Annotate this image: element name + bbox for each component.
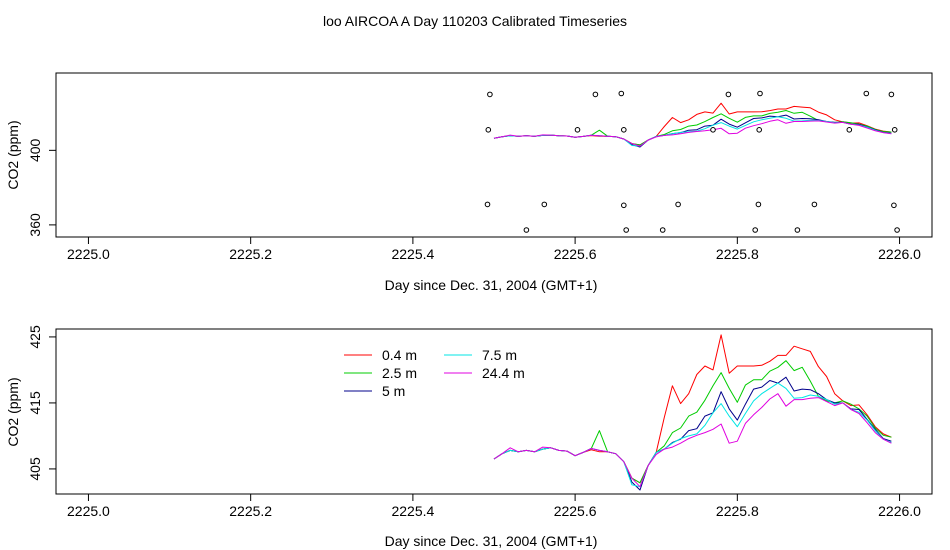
top-x-tick-label: 2225.2: [229, 246, 272, 262]
top-panel: 2225.0 2225.2 2225.4 2225.6 2225.8 2226.0 360…: [5, 72, 933, 293]
top-data-point: [623, 227, 630, 233]
legend-label-24-4-m: 24.4 m: [482, 365, 525, 381]
top-x-tick-label: 2225.6: [554, 246, 597, 262]
top-series-layer: [493, 102, 892, 148]
top-data-point: [752, 227, 759, 233]
bottom-x-tick-label: 2225.4: [391, 503, 434, 519]
top-data-point: [710, 127, 716, 133]
bottom-series-line-2-5-m: [493, 360, 892, 484]
top-series-line-24-4-m: [493, 119, 892, 147]
top-data-point: [485, 127, 492, 133]
top-x-tick-label: 2225.8: [716, 246, 759, 262]
top-data-point: [725, 91, 732, 98]
top-series-line-7-5-m: [493, 116, 892, 147]
bottom-y-axis-label: CO2 (ppm): [5, 377, 21, 446]
bottom-x-axis-label: Day since Dec. 31, 2004 (GMT+1): [385, 533, 598, 549]
top-y-tick-label: 360: [27, 213, 43, 237]
legend-label-0-4-m: 0.4 m: [382, 347, 417, 363]
top-points-layer: [484, 90, 900, 233]
top-data-point: [755, 201, 762, 208]
top-data-point: [592, 91, 599, 98]
top-data-point: [487, 91, 493, 98]
top-data-point: [891, 127, 898, 133]
top-x-tick-label: 2225.4: [391, 246, 434, 262]
top-y-axis-label: CO2 (ppm): [5, 120, 21, 189]
top-plot-frame: [55, 72, 933, 238]
legend-label-5-m: 5 m: [382, 383, 405, 399]
bottom-x-tick-label: 2225.2: [229, 503, 272, 519]
bottom-x-tick-label: 2225.8: [716, 503, 759, 519]
top-data-point: [484, 201, 491, 208]
legend-label-7-5-m: 7.5 m: [482, 347, 517, 363]
bottom-series-layer: [493, 334, 892, 491]
top-x-axis-label: Day since Dec. 31, 2004 (GMT+1): [385, 277, 598, 293]
top-x-tick-label: 2225.0: [67, 246, 110, 262]
top-data-point: [757, 90, 763, 97]
bottom-y-tick-label: 425: [27, 325, 43, 349]
top-data-point: [794, 227, 801, 233]
bottom-x-axis: 2225.0 2225.2 2225.4 2225.6 2225.8 2226.0: [67, 494, 921, 519]
bottom-y-tick-label: 405: [27, 457, 43, 481]
top-data-point: [811, 201, 818, 208]
bottom-series-line-5-m: [493, 376, 892, 491]
top-series-line-0-4-m: [493, 102, 892, 146]
top-data-point: [846, 127, 853, 133]
top-data-point: [888, 91, 895, 98]
bottom-panel: 2225.0 2225.2 2225.4 2225.6 2225.8 2226.0 405…: [5, 325, 933, 549]
top-data-point: [541, 201, 548, 208]
top-data-point: [894, 227, 900, 233]
top-data-point: [659, 227, 666, 233]
top-data-point: [523, 227, 530, 233]
top-x-axis: 2225.0 2225.2 2225.4 2225.6 2225.8 2226.0: [67, 237, 921, 262]
top-data-point: [863, 90, 870, 97]
legend-label-2-5-m: 2.5 m: [382, 365, 417, 381]
top-data-point: [574, 127, 581, 133]
top-y-axis: 360 400: [27, 138, 56, 237]
bottom-x-tick-label: 2225.0: [67, 503, 110, 519]
top-x-tick-label: 2226.0: [878, 246, 921, 262]
top-data-point: [675, 201, 681, 208]
bottom-series-line-7-5-m: [493, 382, 892, 488]
bottom-series-line-0-4-m: [493, 334, 892, 484]
top-data-point: [621, 202, 627, 209]
top-data-point: [621, 127, 627, 133]
legend: 0.4 m 2.5 m 5 m 7.5 m 24.4 m: [344, 347, 525, 399]
bottom-x-tick-label: 2226.0: [878, 503, 921, 519]
bottom-x-tick-label: 2225.6: [554, 503, 597, 519]
top-data-point: [618, 90, 625, 97]
top-y-tick-label: 400: [27, 138, 43, 162]
top-data-point: [891, 202, 897, 209]
top-data-point: [756, 127, 763, 133]
bottom-y-axis: 405 415 425: [27, 325, 56, 481]
figure-title: loo AIRCOA A Day 110203 Calibrated Times…: [323, 13, 627, 29]
top-series-line-2-5-m: [493, 110, 892, 146]
bottom-series-line-24-4-m: [493, 393, 892, 488]
bottom-plot-frame: [55, 328, 933, 495]
bottom-y-tick-label: 415: [27, 391, 43, 415]
